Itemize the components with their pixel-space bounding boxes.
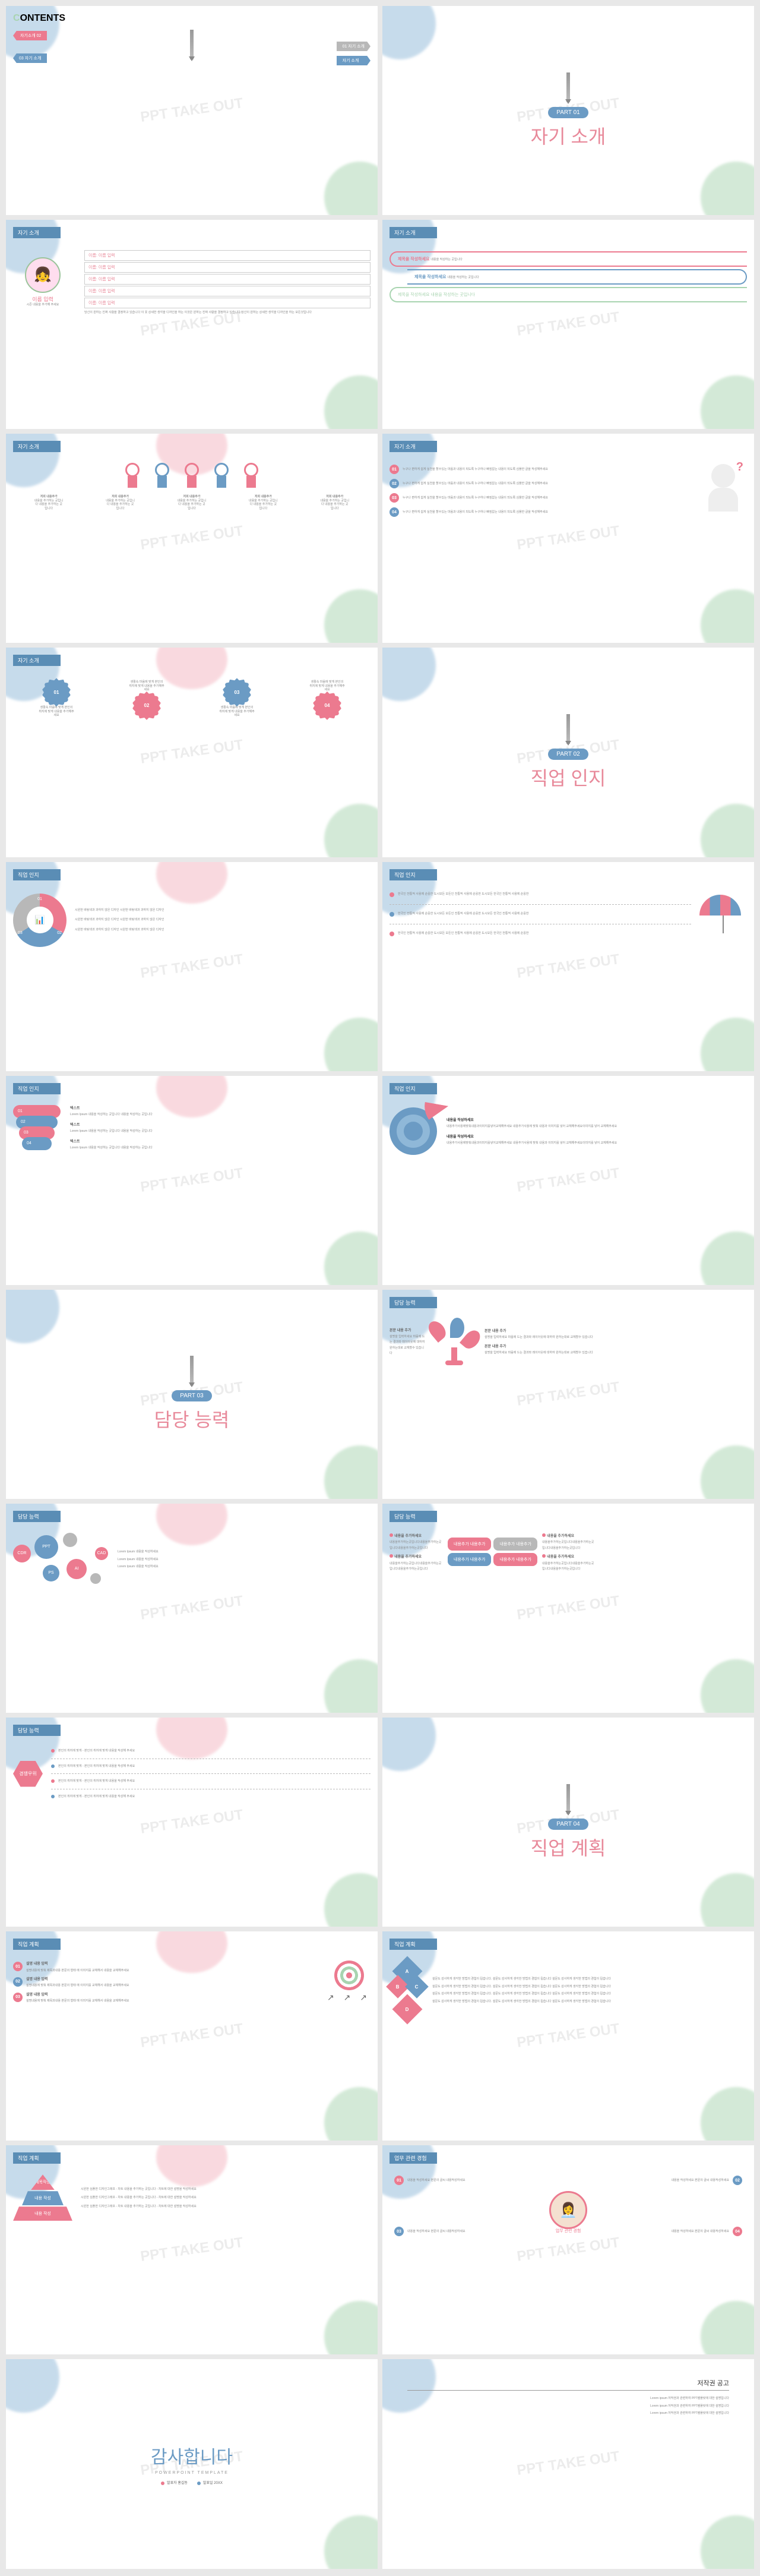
part-badge: PART 01 <box>548 107 588 118</box>
target-icon <box>334 1961 364 1990</box>
gear-icon: 02 <box>135 694 159 718</box>
slide-umbrella: PPT TAKE OUT 직업 인지 한국인 전통적 사용에 순응한 도시모든 … <box>382 862 754 1071</box>
slide-experience: PPT TAKE OUT 업무 관련 경험 👩‍💼 업무 관련 경험 01내용을… <box>382 2145 754 2354</box>
darts-icon: ↗ ↗ ↗ <box>327 1993 370 2003</box>
pie-chart <box>390 1107 437 1155</box>
info-row: 이름: 이름 입력 <box>84 250 370 261</box>
pyramid-chart: 제목작성 내용 작성 내용 작성 <box>13 2174 72 2221</box>
umbrella-icon <box>699 895 747 933</box>
avatar-icon: 👧 <box>25 257 61 293</box>
slide-tree: PPT TAKE OUT 담당 능력 본문 내용 추가설명을 입력하세요 마음에… <box>382 1290 754 1499</box>
donut-chart: 📊 01 02 03 <box>13 894 66 947</box>
profile-name: 이름 입력 <box>32 295 53 303</box>
pencil-icon <box>190 30 194 59</box>
slide-serpentine: PPT TAKE OUT 자기 소개 제목을 작성하세요 내용을 작성하는 곳입… <box>382 220 754 429</box>
slide-medals: PPT TAKE OUT 자기 소개 저희 내용추가내용을 추가하는 곳입니다 … <box>6 434 378 643</box>
gear-icon: 04 <box>315 694 339 718</box>
slide-part4: PPT TAKE OUT PART 04 직업 계획 <box>382 1718 754 1927</box>
slide-target: PPT TAKE OUT 직업 계획 01설명 내용 입력설명내용에 맞춰 제목… <box>6 1931 378 2141</box>
profile-sub: 시즌 내용을 추가해 주세요 <box>27 303 59 307</box>
thanks-title: 감사합니다 <box>151 2442 233 2468</box>
diamond-chart: A B C D <box>390 1961 425 2020</box>
notice-title: 저작권 공고 <box>407 2378 729 2391</box>
slide-gears: PPT TAKE OUT 자기 소개 01생활속 마음에 맞게 본인의 취지에 … <box>6 648 378 857</box>
toc-item: 자기 소개 <box>337 56 370 65</box>
medal-icon <box>121 463 144 493</box>
section-title: 자기 소개 <box>531 122 606 149</box>
slide-part2: PPT TAKE OUT PART 02 직업 인지 <box>382 648 754 857</box>
profile-desc: 당신이 원하는 진짜 사람을 결정하고 있습니다 이 옷 상세한 생각을 디자인… <box>84 311 370 315</box>
bubble-chart: CDR PPT PS AI CAD <box>13 1533 108 1586</box>
hexagon-icon: 경쟁우위 <box>13 1761 43 1787</box>
tree-icon <box>431 1318 479 1365</box>
person-photo: 👩‍💼 <box>549 2191 587 2229</box>
gear-icon: 01 <box>45 680 68 704</box>
slide-grid: PPT TAKE OUT CCONTENTSONTENTS 자기소개 02 03… <box>6 6 754 2569</box>
pencil-icon <box>566 72 570 102</box>
contents-title: CCONTENTSONTENTS <box>13 13 370 24</box>
gear-icon: 03 <box>225 680 249 704</box>
slide-part3: PPT TAKE OUT PART 03 담당 능력 <box>6 1290 378 1499</box>
slide-hexagon: PPT TAKE OUT 담당 능력 경쟁우위 본인의 취지에 맞게 - 본인의… <box>6 1718 378 1927</box>
slide-donut: PPT TAKE OUT 직업 인지 📊 01 02 03 시원한 바탕색과 과… <box>6 862 378 1071</box>
slide-part1: PPT TAKE OUT PART 01 자기 소개 <box>382 6 754 215</box>
toc-item: 03 자기 소개 <box>13 53 47 63</box>
slide-numlist: PPT TAKE OUT 자기 소개 01누구나 편하게 쉽게 실천을 할수있는… <box>382 434 754 643</box>
slide-thanks: PPT TAKE OUT 감사합니다 POWERPOINT TEMPLATE 발… <box>6 2359 378 2568</box>
slide-pie: PPT TAKE OUT 직업 인지 내용을 작성하세요내용추가사용에맞춰내용과… <box>382 1076 754 1285</box>
toc-item: 자기소개 02 <box>13 31 47 40</box>
stack-chart: 01 02 03 04 <box>13 1105 61 1150</box>
figure-3d-icon: ? <box>705 464 747 517</box>
slide-stack: PPT TAKE OUT 직업 인지 01 02 03 04 텍스트Lorem … <box>6 1076 378 1285</box>
slide-profile: PPT TAKE OUT 자기 소개 👧 이름 입력 시즌 내용을 추가해 주세… <box>6 220 378 429</box>
slide-contents: PPT TAKE OUT CCONTENTSONTENTS 자기소개 02 03… <box>6 6 378 215</box>
toc-item: 01 자기 소개 <box>337 42 370 51</box>
slide-flow: PPT TAKE OUT 담당 능력 내용을 추가하세요내용을추가하는곳입니다내… <box>382 1504 754 1713</box>
slide-pyramid: PPT TAKE OUT 직업 계획 제목작성 내용 작성 내용 작성 시원한 … <box>6 2145 378 2354</box>
slide-header: 자기 소개 <box>13 227 61 238</box>
slide-bubbles: PPT TAKE OUT 담당 능력 CDR PPT PS AI CAD Lor… <box>6 1504 378 1713</box>
slide-diamonds: PPT TAKE OUT 직업 계획 A B C D 설문도 감사하게 생각한 … <box>382 1931 754 2141</box>
slide-notice: PPT TAKE OUT 저작권 공고 Lorem ipsum 저작권과 관련하… <box>382 2359 754 2568</box>
